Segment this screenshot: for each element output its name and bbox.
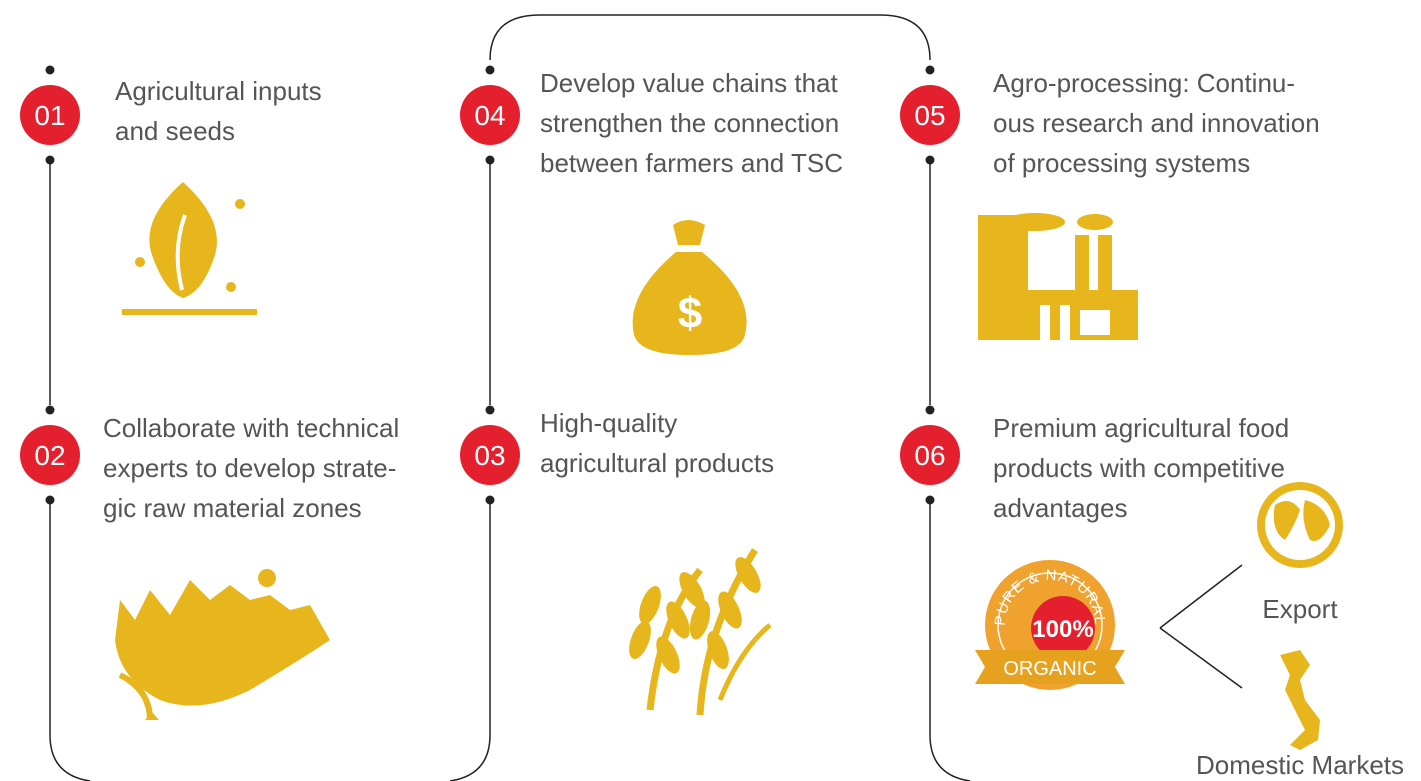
step-circle — [20, 85, 80, 145]
step-text: products with competitive — [993, 453, 1285, 483]
market-label: Domestic Markets — [1196, 750, 1404, 780]
step-text: ous research and innovation — [993, 108, 1320, 138]
step-dot — [45, 405, 55, 415]
step-text: and seeds — [115, 116, 235, 146]
step-text: Collaborate with technical — [103, 413, 399, 443]
badge-bottom: ORGANIC — [1003, 658, 1096, 680]
step-number: 02 — [34, 440, 65, 471]
step-dot — [925, 155, 935, 165]
market-label: Export — [1262, 594, 1338, 624]
badge-center: 100% — [1032, 616, 1093, 643]
map-icon — [1280, 650, 1320, 750]
city-icon — [115, 569, 330, 721]
step-text: Agro-processing: Continu- — [993, 68, 1295, 98]
step-circle — [460, 85, 520, 145]
step-dot — [485, 155, 495, 165]
step-dot — [925, 65, 935, 75]
step-circle — [460, 425, 520, 485]
leaf-icon — [122, 182, 257, 315]
step-number: 04 — [474, 100, 505, 131]
step-dot — [485, 405, 495, 415]
step-number: 05 — [914, 100, 945, 131]
step-text: agricultural products — [540, 448, 774, 478]
step-circle — [20, 425, 80, 485]
step-dot — [45, 155, 55, 165]
money-bag-icon: $ — [632, 220, 747, 355]
step-number: 03 — [474, 440, 505, 471]
step-text: Agricultural inputs — [115, 76, 322, 106]
step-text: of processing systems — [993, 148, 1250, 178]
svg-text:$: $ — [678, 289, 702, 338]
step-circle — [900, 85, 960, 145]
step-text: Premium agricultural food — [993, 413, 1289, 443]
steps: 01 Agricultural inputs and seeds 02 Collabor… — [20, 65, 1320, 523]
step-circle — [900, 425, 960, 485]
globe-icon — [1257, 482, 1343, 568]
step-text: experts to develop strate- — [103, 453, 396, 483]
step-text: between farmers and TSC — [540, 148, 843, 178]
step-text: gic raw material zones — [103, 493, 362, 523]
step-dot — [485, 495, 495, 505]
step-text: High-quality — [540, 408, 677, 438]
wheat-icon — [629, 548, 772, 716]
factory-icon — [978, 213, 1138, 340]
connectors — [49, 14, 1243, 781]
step-text: strengthen the connection — [540, 108, 839, 138]
step-dot — [45, 65, 55, 75]
step-number: 01 — [34, 100, 65, 131]
step-dot — [485, 65, 495, 75]
organic-badge: PURE & NATURAL 100% ORGANIC — [975, 560, 1125, 690]
step-dot — [925, 495, 935, 505]
step-dot — [925, 405, 935, 415]
step-dot — [45, 495, 55, 505]
step-text: advantages — [993, 493, 1127, 523]
step-number: 06 — [914, 440, 945, 471]
step-text: Develop value chains that — [540, 68, 839, 98]
